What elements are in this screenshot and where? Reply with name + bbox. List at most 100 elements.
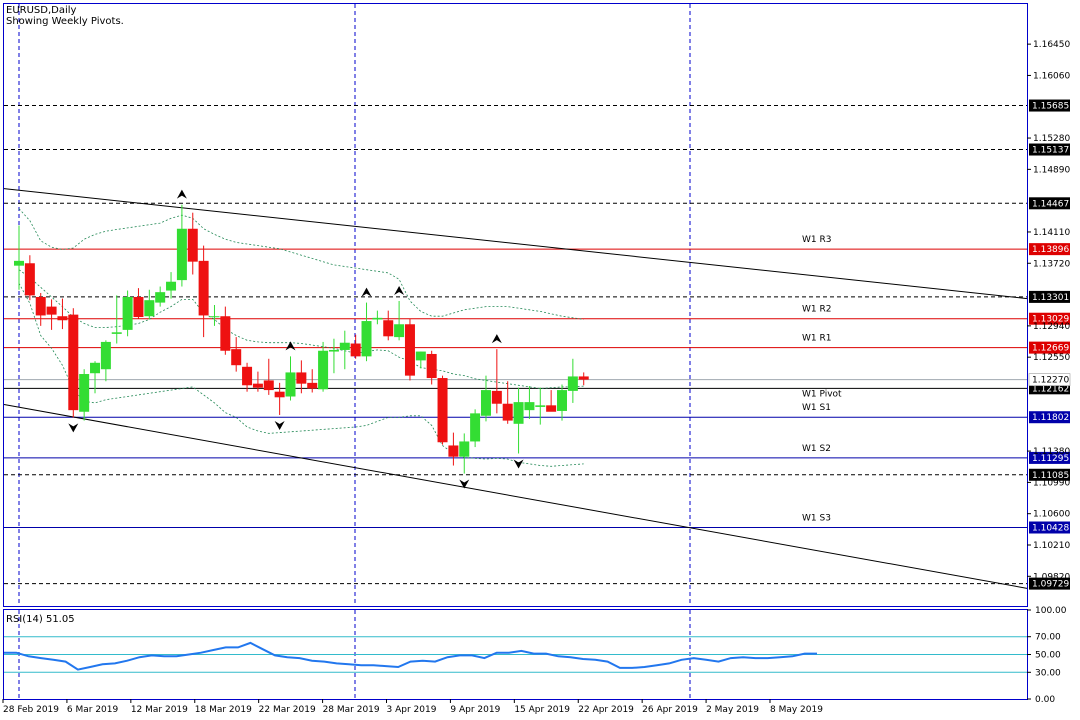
date-tick-label: 22 Apr 2019 <box>578 705 634 715</box>
price-tick-label: 1.14110 <box>1033 228 1070 238</box>
pivot-price-box <box>1029 243 1070 256</box>
date-tick-label: 3 Apr 2019 <box>387 705 437 715</box>
level-price-label: 1.14467 <box>1032 199 1069 209</box>
rsi-tick-label: 50.00 <box>1035 651 1061 661</box>
price-tick-label: 1.12550 <box>1033 353 1070 363</box>
upper-trendline <box>3 188 1028 300</box>
candle-body <box>46 306 57 315</box>
level-price-box <box>1029 290 1070 303</box>
candle-body <box>502 403 513 421</box>
candle-body <box>459 441 470 457</box>
candle-body <box>209 316 220 318</box>
pivot-label: W1 S1 <box>802 403 831 413</box>
candle-body <box>415 351 426 361</box>
candle-body <box>231 349 242 366</box>
pivot-label: W1 R3 <box>802 235 831 245</box>
level-price-label: 1.11085 <box>1032 471 1069 481</box>
pivot-price-box <box>1029 341 1070 354</box>
fractal-down-arrow <box>513 459 524 469</box>
fractal-up-arrow <box>176 189 187 199</box>
price-panel-frame <box>3 3 1028 607</box>
current-price-box <box>1028 373 1071 386</box>
pivot-label: W1 R1 <box>802 334 831 344</box>
trendlines-layer <box>3 188 1028 589</box>
envelope-layer <box>18 208 584 467</box>
fractal-up-arrow <box>491 334 502 344</box>
candle-body <box>133 296 144 318</box>
candle-body <box>437 378 448 443</box>
axis-layer: 1.16450 1.16060 1.15280 1.14890 1.14110 1.137… <box>2 40 1070 715</box>
candle-body <box>79 374 90 412</box>
envelope-middle-line <box>18 269 584 389</box>
candle-body <box>513 402 524 424</box>
pivot-label: W1 S2 <box>802 444 831 454</box>
price-tick-label: 1.10600 <box>1033 510 1070 520</box>
pivot-price-label: 1.12162 <box>1032 384 1069 394</box>
candle-body <box>491 390 502 404</box>
price-tick-label: 1.12940 <box>1033 322 1070 332</box>
pivot-price-label: 1.11295 <box>1032 454 1069 464</box>
candle-body <box>90 362 101 374</box>
candle-body <box>263 380 274 391</box>
rsi-tick-label: 0.00 <box>1035 695 1055 705</box>
price-tick-label: 1.16060 <box>1033 71 1070 81</box>
pivot-label: W1 S3 <box>802 513 831 523</box>
candle-body <box>144 300 155 317</box>
date-tick-label: 28 Feb 2019 <box>3 705 59 715</box>
candle-body <box>448 445 459 457</box>
candle-body <box>155 292 166 303</box>
candle-body <box>372 317 383 320</box>
candle-body <box>100 341 111 370</box>
candle-body <box>166 281 177 291</box>
date-tick-label: 18 Mar 2019 <box>195 705 252 715</box>
candle-body <box>57 316 68 321</box>
candle-body <box>187 228 198 262</box>
level-lines-layer: 1.15685 1.15137 1.14467 1.13301 1.11085 1.097… <box>4 99 1071 590</box>
level-price-box <box>1029 577 1070 590</box>
candle-body <box>328 349 339 352</box>
date-tick-label: 2 May 2019 <box>706 705 759 715</box>
candle-body <box>480 390 491 416</box>
date-tick-label: 15 Apr 2019 <box>514 705 570 715</box>
level-price-label: 1.09729 <box>1032 580 1069 590</box>
candle-body <box>198 260 209 316</box>
level-price-label: 1.15137 <box>1032 146 1069 156</box>
candle-body <box>535 405 546 407</box>
level-price-box <box>1029 143 1070 156</box>
candle-body <box>35 296 46 316</box>
level-price-box <box>1029 197 1070 210</box>
candles-layer <box>14 204 589 474</box>
candle-body <box>252 383 263 388</box>
chart-subtitle: Showing Weekly Pivots. <box>6 16 124 27</box>
pivot-price-box <box>1029 521 1070 534</box>
candle-body <box>68 314 79 411</box>
candle-body <box>350 343 361 357</box>
level-price-label: 1.13301 <box>1032 293 1069 303</box>
candle-body <box>524 402 535 411</box>
level-price-box <box>1029 99 1070 112</box>
fractal-down-arrow <box>459 479 470 489</box>
candle-body <box>361 321 372 357</box>
pivot-price-label: 1.13029 <box>1032 315 1069 325</box>
candle-body <box>14 260 24 266</box>
fractal-up-arrow <box>394 285 405 295</box>
pivot-price-label: 1.12669 <box>1032 344 1069 354</box>
fractal-up-arrow <box>361 287 372 297</box>
pivot-price-box <box>1029 312 1070 325</box>
pivot-label: W1 R2 <box>802 305 831 315</box>
candle-body <box>567 376 578 391</box>
candle-body <box>578 376 589 380</box>
date-tick-label: 22 Mar 2019 <box>259 705 316 715</box>
candle-body <box>296 372 307 384</box>
candle-body <box>176 228 187 281</box>
pivot-price-box <box>1029 451 1070 464</box>
chart-title: EURUSD,Daily <box>6 5 77 16</box>
level-price-box <box>1029 468 1070 481</box>
candle-body <box>404 324 415 376</box>
price-tick-label: 1.13720 <box>1033 259 1070 269</box>
envelope-upper-line <box>18 208 584 320</box>
candle-body <box>242 366 253 386</box>
fractal-down-arrow <box>274 420 285 430</box>
pivot-price-label: 1.11802 <box>1032 413 1069 423</box>
price-tick-label: 1.10210 <box>1033 541 1070 551</box>
